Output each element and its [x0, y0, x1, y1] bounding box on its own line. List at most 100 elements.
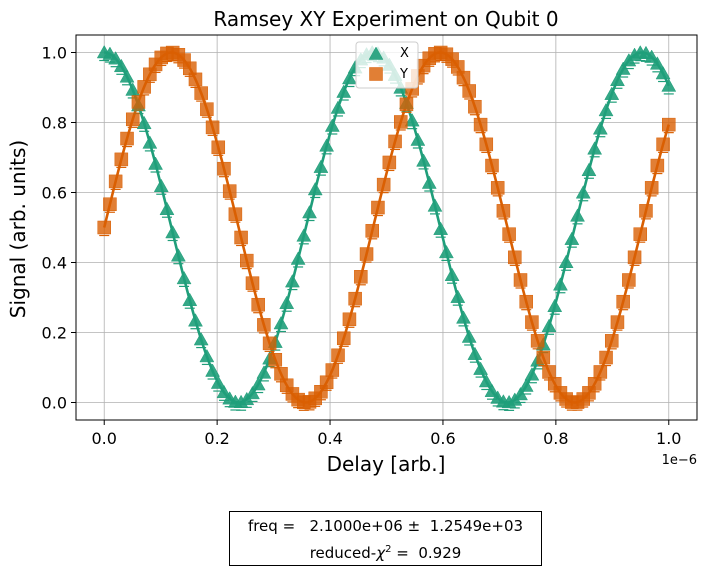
y-axis-label: Signal (arb. units) [6, 140, 30, 318]
data-point-x [108, 51, 124, 65]
data-point-x [256, 365, 272, 379]
data-point-y [125, 112, 140, 127]
data-point-x [284, 274, 300, 288]
data-point-x [165, 224, 181, 239]
data-point-y [542, 365, 556, 379]
data-point-x [153, 178, 169, 192]
data-point-y [325, 363, 340, 377]
data-point-y [639, 204, 653, 218]
data-point-x [456, 310, 471, 324]
data-point-y [257, 318, 271, 332]
data-point-x [433, 221, 449, 235]
data-point-x [119, 69, 135, 83]
data-point-y [97, 220, 111, 235]
data-point-x [610, 72, 625, 87]
data-point-y [604, 334, 619, 348]
data-point-y [222, 184, 237, 198]
fit-line-x [104, 51, 670, 404]
data-point-x [541, 318, 557, 333]
x-tick-label: 0.6 [430, 429, 455, 448]
data-point-x [467, 346, 483, 360]
data-point-y [382, 155, 397, 170]
data-point-y [251, 297, 265, 312]
x-tick-label: 1.0 [656, 429, 681, 448]
data-point-y [462, 84, 476, 98]
data-point-y [616, 294, 630, 309]
reduced-chi2-prefix: reduced- [309, 544, 377, 562]
y-tick-label: 0.6 [42, 184, 67, 203]
data-point-x [410, 132, 426, 146]
data-point-y [490, 181, 505, 195]
data-point-y [473, 117, 488, 132]
data-point-x [307, 181, 323, 196]
data-point-y [633, 227, 648, 241]
data-point-y [485, 158, 499, 173]
data-points [96, 44, 677, 411]
data-point-y [394, 115, 408, 129]
legend-y-marker [369, 67, 383, 81]
data-point-x [598, 102, 614, 117]
data-point-x [205, 363, 221, 377]
data-point-y [456, 70, 471, 85]
legend-x-triangle [368, 46, 384, 60]
fit-curves [102, 51, 671, 404]
data-point-x [279, 295, 295, 309]
fit-line-y [102, 51, 671, 404]
data-point-x [313, 159, 329, 173]
y-tick-label: 0.2 [42, 324, 67, 343]
data-point-y [217, 161, 231, 176]
data-point-x [273, 315, 289, 330]
data-point-y [245, 276, 260, 290]
data-point-y [519, 294, 533, 309]
data-point-x [552, 277, 568, 291]
x-axis-offset-label: 1e−6 [662, 453, 697, 468]
data-point-x [182, 292, 198, 306]
data-point-x [170, 248, 186, 262]
data-point-x [547, 298, 563, 312]
chi2-exponent: 2 [385, 544, 392, 555]
data-point-x [558, 254, 574, 269]
data-point-y [336, 331, 351, 346]
ramsey-chart: 0.0 0.2 0.4 0.6 0.8 1.0 0.0 0.2 0.4 0.6 0.8 1.0 Ram… [6, 7, 698, 476]
data-point-y [205, 120, 220, 135]
data-point-y [644, 181, 659, 195]
data-point-x [159, 201, 175, 215]
data-point-y [348, 291, 362, 306]
data-point-x [484, 383, 500, 397]
data-point-x [176, 270, 192, 285]
data-point-y [502, 227, 516, 241]
y-tick-label: 0.4 [42, 254, 67, 273]
data-point-x [142, 135, 158, 149]
data-point-x [564, 231, 580, 245]
data-point-y [468, 99, 482, 114]
legend-x-label: X [400, 46, 409, 61]
data-point-y [120, 131, 134, 146]
data-point-y [513, 273, 528, 287]
data-point-x [148, 156, 163, 170]
data-point-y [114, 152, 129, 167]
data-point-x [570, 208, 585, 222]
data-point-y [622, 273, 636, 287]
data-point-x [250, 377, 266, 391]
data-point-x [296, 228, 312, 242]
data-point-y [228, 207, 243, 221]
data-point-x [427, 198, 443, 212]
data-point-y [376, 177, 391, 192]
data-point-x [416, 153, 431, 167]
data-point-x [193, 332, 209, 346]
data-point-x [587, 141, 603, 155]
data-point-x [438, 244, 454, 259]
data-point-y [274, 367, 288, 381]
data-point-x [592, 121, 608, 135]
data-point-y [354, 270, 368, 284]
y-tick-label: 0.8 [42, 114, 67, 133]
data-point-x [649, 56, 665, 70]
data-point-x [404, 113, 420, 127]
data-point-y [188, 72, 203, 87]
data-point-x [478, 373, 494, 388]
x-axis-label: Delay [arb.] [327, 452, 446, 476]
legend-y-square [369, 67, 383, 81]
legend-y-label: Y [399, 67, 408, 82]
x-tick-label: 0.4 [317, 429, 342, 448]
x-tick-label: 0.0 [92, 429, 117, 448]
